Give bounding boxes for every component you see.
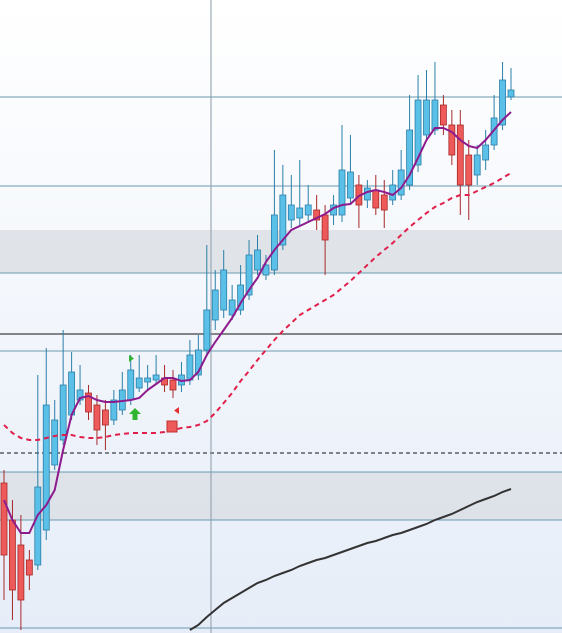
averages [3,111,512,631]
signal-box [166,420,178,433]
candle-body [347,171,354,199]
candle-body [423,99,430,136]
candle-body [465,154,473,186]
candle-body [456,124,464,186]
candle-body [397,169,405,196]
candle-body [152,374,160,381]
candle-body [482,144,490,161]
candle-body [42,404,50,531]
signal-marker [129,355,134,362]
candle-body [287,204,295,221]
candle-body [34,486,42,566]
candle-body [499,79,506,126]
candle-body [59,384,67,441]
candle-body [194,349,202,376]
candle-body [473,154,481,176]
candle-body [380,194,388,211]
candle-body [169,379,177,391]
candle-body [110,399,118,421]
average-line [3,111,512,534]
candle-body [245,254,253,296]
signal-marker [174,407,179,414]
candle-body [9,519,16,591]
candle-body [439,104,447,126]
candle-body [0,482,8,556]
candle-body [254,249,261,271]
candle-body [17,544,25,601]
candle-body [51,419,59,466]
candle-body [135,377,143,389]
average-line [3,172,512,441]
candle-body [102,409,109,426]
candle-body [211,289,219,321]
candle-body [93,404,101,431]
candle-body [507,89,515,98]
candle-body [296,207,304,219]
candle-body [203,309,211,351]
candle-body [228,299,236,316]
candle-body [304,204,312,216]
band [0,472,562,520]
candle-body [338,169,346,216]
candle-body [313,209,321,221]
candle-body [270,214,278,271]
candle-body [85,392,92,413]
candle-body [25,559,33,576]
candle-body [406,129,414,186]
candle-body [414,99,422,166]
candle-body [127,369,135,401]
signal-arrow [129,408,141,420]
candle-body [321,214,329,241]
candle-body [186,354,194,381]
candles [0,62,515,630]
average-line [189,488,512,631]
candle-body [431,99,439,131]
candle-body [220,269,228,311]
candle-body [262,264,270,276]
candle-body [144,377,152,383]
candle-body [372,189,380,209]
candle-body [448,124,456,156]
candle-body [279,194,287,246]
